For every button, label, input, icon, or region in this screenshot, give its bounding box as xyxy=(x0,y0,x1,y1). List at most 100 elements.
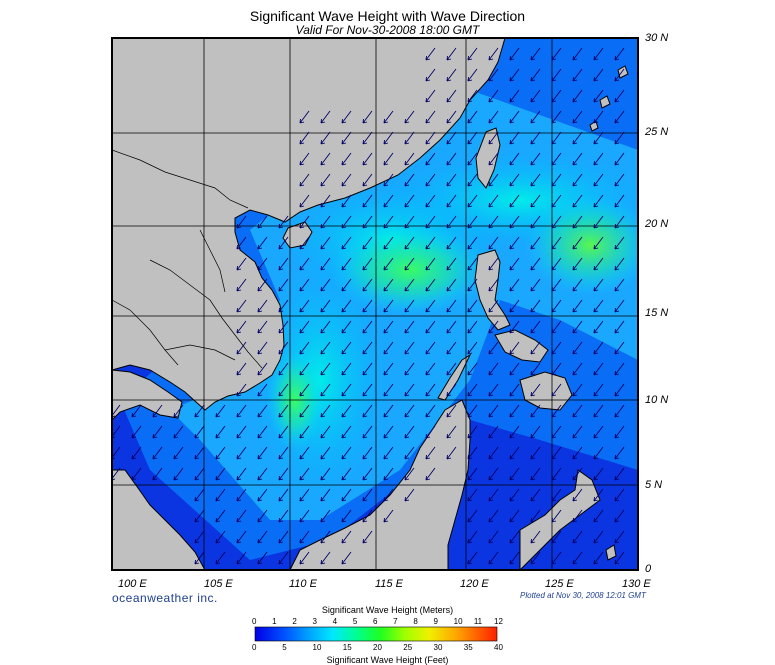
wave-direction-arrow xyxy=(509,278,520,292)
wave-direction-arrow xyxy=(404,446,415,460)
wave-direction-arrow xyxy=(530,446,541,460)
wave-direction-arrow xyxy=(551,257,562,271)
wave-direction-arrow xyxy=(551,68,562,82)
wave-direction-arrow xyxy=(404,467,415,481)
wave-direction-arrow xyxy=(614,404,625,418)
wave-direction-arrow xyxy=(509,236,520,250)
wave-direction-arrow xyxy=(383,425,394,439)
wave-direction-arrow xyxy=(509,383,520,397)
wave-direction-arrow xyxy=(467,341,478,355)
wave-direction-arrow xyxy=(194,404,205,418)
wave-direction-arrow xyxy=(341,467,352,481)
wave-direction-arrow xyxy=(530,425,541,439)
wave-direction-arrow xyxy=(425,152,436,166)
wave-direction-arrow xyxy=(593,278,604,292)
wave-direction-arrow xyxy=(320,215,331,229)
wave-direction-arrow xyxy=(509,152,520,166)
wave-direction-arrow xyxy=(425,278,436,292)
wave-direction-arrow xyxy=(341,530,352,544)
wave-direction-arrow xyxy=(614,425,625,439)
wave-direction-arrow xyxy=(446,362,457,376)
wave-direction-arrow xyxy=(236,341,247,355)
wave-direction-arrow xyxy=(614,509,625,523)
wave-direction-arrow xyxy=(341,446,352,460)
wave-direction-arrow xyxy=(614,215,625,229)
wave-direction-arrow xyxy=(551,362,562,376)
wave-direction-arrow xyxy=(509,47,520,61)
lat-label-25n: 25 N xyxy=(645,126,669,138)
wave-direction-arrow xyxy=(383,215,394,229)
wave-direction-arrow xyxy=(425,257,436,271)
wave-direction-arrow xyxy=(530,404,541,418)
wave-direction-arrow xyxy=(488,89,499,103)
wave-direction-arrow xyxy=(362,110,373,124)
wave-direction-arrow xyxy=(404,152,415,166)
wave-direction-arrow xyxy=(488,509,499,523)
wave-direction-arrow xyxy=(488,152,499,166)
wave-direction-arrow xyxy=(467,236,478,250)
wave-direction-arrow xyxy=(425,173,436,187)
lat-label-5n: 5 N xyxy=(645,479,663,491)
wave-direction-arrow xyxy=(593,467,604,481)
wave-direction-arrow xyxy=(320,341,331,355)
wave-direction-arrow xyxy=(551,173,562,187)
wave-direction-arrow xyxy=(509,194,520,208)
wave-direction-arrow xyxy=(614,299,625,313)
wave-direction-arrow xyxy=(257,257,268,271)
wave-direction-arrow xyxy=(593,131,604,145)
wave-direction-arrow xyxy=(593,530,604,544)
wave-direction-arrow xyxy=(278,467,289,481)
wave-direction-arrow xyxy=(467,488,478,502)
colorbar-tick-meters: 11 xyxy=(473,617,483,626)
wave-direction-arrow xyxy=(299,320,310,334)
wave-direction-arrow xyxy=(215,530,226,544)
wave-direction-arrow xyxy=(320,551,331,565)
wave-direction-arrow xyxy=(593,425,604,439)
wave-direction-arrow xyxy=(236,425,247,439)
wave-direction-arrow xyxy=(383,446,394,460)
wave-direction-arrow xyxy=(572,194,583,208)
mindanao xyxy=(519,371,573,411)
wave-direction-arrow xyxy=(257,320,268,334)
wave-direction-arrow xyxy=(236,320,247,334)
wave-direction-arrow xyxy=(551,446,562,460)
wave-direction-arrow xyxy=(572,488,583,502)
wave-direction-arrow xyxy=(572,299,583,313)
sulawesi xyxy=(519,469,601,570)
wave-direction-arrow xyxy=(299,299,310,313)
wave-direction-arrow xyxy=(341,215,352,229)
wave-direction-arrow xyxy=(257,362,268,376)
wave-direction-arrow xyxy=(278,446,289,460)
wave-direction-arrow xyxy=(320,425,331,439)
wave-direction-arrow xyxy=(593,509,604,523)
wave-direction-arrow xyxy=(278,362,289,376)
wave-direction-arrow xyxy=(362,152,373,166)
wave-direction-arrow xyxy=(530,341,541,355)
wave-direction-arrow xyxy=(488,68,499,82)
wave-direction-arrow xyxy=(467,278,478,292)
colorbar-tick-meters: 7 xyxy=(393,617,398,626)
wave-direction-arrow xyxy=(173,404,184,418)
wave-direction-arrow xyxy=(257,446,268,460)
wave-direction-arrow xyxy=(404,299,415,313)
wave-direction-arrow xyxy=(614,488,625,502)
wave-direction-arrow xyxy=(362,362,373,376)
wave-direction-arrow xyxy=(614,110,625,124)
wave-direction-arrow xyxy=(593,299,604,313)
wave-direction-arrow xyxy=(404,278,415,292)
wave-direction-arrow xyxy=(593,257,604,271)
wave-direction-arrow xyxy=(446,236,457,250)
wave-direction-arrow xyxy=(299,362,310,376)
wave-direction-arrow xyxy=(614,194,625,208)
wave-direction-arrow xyxy=(467,89,478,103)
wave-direction-arrow xyxy=(425,467,436,481)
wave-direction-arrow xyxy=(362,467,373,481)
wave-direction-arrow xyxy=(593,488,604,502)
wave-direction-arrow xyxy=(488,530,499,544)
wave-direction-arrow xyxy=(467,152,478,166)
wave-direction-arrow xyxy=(404,341,415,355)
wave-direction-arrow xyxy=(425,404,436,418)
high-wave-area-east xyxy=(525,195,638,295)
wave-direction-arrow xyxy=(194,467,205,481)
wave-direction-arrow xyxy=(257,383,268,397)
